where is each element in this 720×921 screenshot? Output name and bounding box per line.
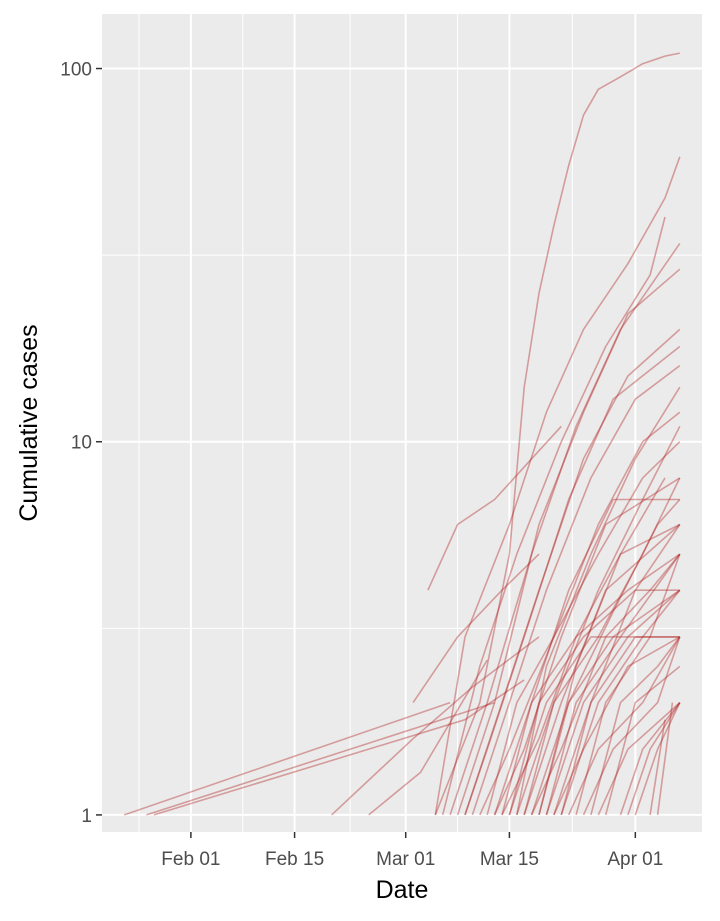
series-line — [649, 719, 666, 816]
plot-panel — [102, 14, 702, 832]
series-line — [508, 636, 680, 816]
x-tick-label: Mar 15 — [480, 849, 539, 870]
series-line — [501, 553, 681, 816]
series-line — [560, 524, 681, 816]
series-line — [434, 156, 681, 816]
series-line — [575, 553, 681, 816]
series-line — [516, 386, 681, 816]
series-line — [368, 659, 488, 816]
series-line — [501, 523, 681, 816]
series-line — [441, 216, 666, 816]
series-line — [123, 701, 451, 816]
series-line — [590, 636, 681, 816]
series-line — [523, 477, 681, 816]
series-line — [153, 679, 525, 816]
series-line — [412, 553, 540, 704]
series-line — [545, 553, 681, 816]
series-line — [493, 477, 681, 816]
x-axis: Feb 01 Feb 15 Mar 01 Mar 15 Apr 01 — [161, 832, 663, 870]
y-tick-label: 10 — [71, 433, 92, 454]
series-line — [464, 328, 681, 816]
series-line — [582, 636, 681, 816]
series-line — [523, 523, 681, 816]
series-line — [530, 589, 681, 816]
series-line — [553, 636, 681, 816]
y-axis: 1 10 100 — [60, 60, 102, 827]
series-line — [486, 441, 681, 816]
series-line — [538, 498, 681, 816]
minor-gridlines — [102, 14, 702, 832]
series-line — [538, 477, 666, 816]
series-line — [427, 425, 562, 591]
series-line — [479, 411, 681, 816]
x-tick-label: Apr 01 — [607, 849, 663, 870]
series-line — [553, 636, 680, 816]
series-line — [530, 553, 681, 816]
series-line — [471, 364, 681, 816]
series-line — [493, 498, 680, 816]
series-line — [545, 589, 681, 816]
series-line — [508, 589, 680, 816]
x-axis-title: Date — [376, 876, 429, 904]
series-line — [331, 636, 540, 816]
x-tick-label: Feb 01 — [161, 849, 220, 870]
series-line — [449, 242, 681, 816]
series-line — [516, 425, 681, 816]
y-tick-label: 1 — [81, 806, 92, 827]
major-gridlines — [102, 14, 702, 832]
series-line — [567, 636, 681, 816]
series-line — [464, 345, 681, 816]
y-axis-title: Cumulative cases — [15, 324, 43, 521]
series-line — [627, 702, 681, 816]
series-lines — [123, 52, 681, 816]
x-tick-label: Mar 01 — [376, 849, 435, 870]
series-line — [634, 702, 681, 816]
series-line — [146, 701, 495, 816]
series-line — [619, 702, 681, 816]
series-line — [604, 665, 681, 816]
series-line — [456, 268, 681, 816]
series-line — [560, 589, 681, 816]
x-tick-label: Feb 15 — [265, 849, 324, 870]
series-line — [656, 702, 674, 816]
y-tick-label: 100 — [60, 60, 92, 81]
series-line — [597, 702, 681, 816]
series-line — [434, 52, 680, 816]
